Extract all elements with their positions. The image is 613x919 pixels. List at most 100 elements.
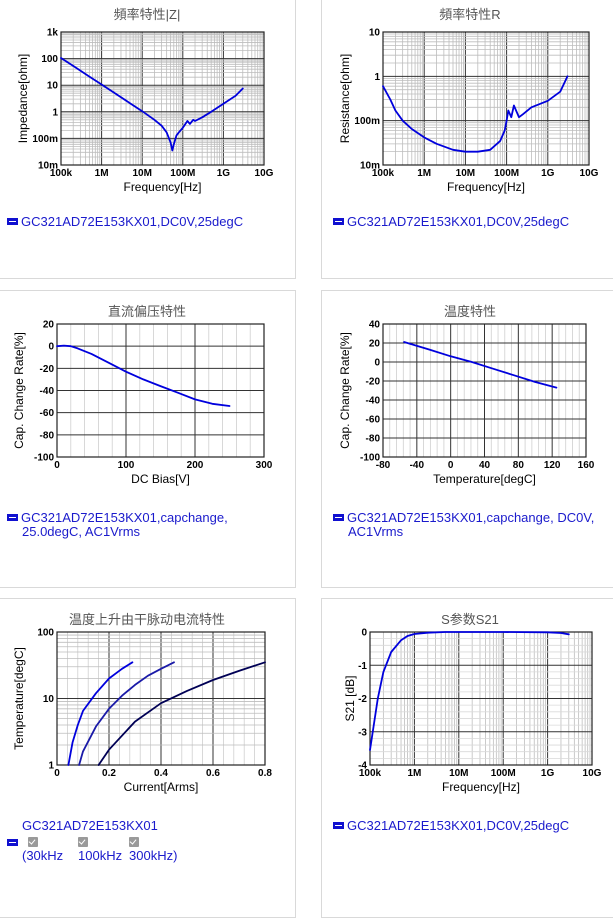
x-axis-label: DC Bias[V] <box>131 472 190 486</box>
legend-label-line1: GC321AD72E153KX01,capchange, DC0V, <box>347 510 595 525</box>
x-tick-label: 10M <box>456 168 475 179</box>
y-tick-label: 0 <box>48 342 54 353</box>
chart-panel-ripple-current: 温度上升由干脉动电流特性 0 0.2 0.4 0.6 0.8 100 10 1 Current[… <box>0 598 296 918</box>
y-tick-label: 10 <box>43 694 55 705</box>
plot-border <box>56 631 266 766</box>
x-tick-label: 10M <box>449 768 468 779</box>
y-tick-label: -80 <box>366 434 381 445</box>
x-tick-label: 120 <box>544 460 561 471</box>
legend-item[interactable]: GC321AD72E153KX01,DC0V,25degC <box>333 215 569 229</box>
series-line-3 <box>97 661 266 766</box>
legend-swatch-icon <box>7 839 18 846</box>
y-tick-label: -100 <box>34 453 54 464</box>
plot-border <box>56 323 265 458</box>
series-line-2 <box>78 661 175 766</box>
plot-border <box>382 31 590 166</box>
y-axis-label: Cap. Change Rate[%] <box>338 332 352 449</box>
legend-label-line2: 25.0degC, AC1Vrms <box>22 524 141 539</box>
chart-panel-dc-bias: 直流偏压特性 0 100 200 300 20 0 -20 -40 -60 -80 -100 DC B… <box>0 290 296 588</box>
y-tick-label: 1k <box>47 28 59 39</box>
y-tick-label: 100 <box>41 54 58 65</box>
x-axis-label: Frequency[Hz] <box>447 180 525 194</box>
x-tick-label: 10G <box>583 768 602 779</box>
y-tick-label: 100m <box>32 134 58 145</box>
x-tick-label: 100M <box>494 168 519 179</box>
series-line-1 <box>403 341 558 389</box>
plot-area <box>383 32 589 165</box>
series-line-1 <box>369 631 570 751</box>
y-tick-label: -1 <box>358 661 367 672</box>
y-tick-label: 20 <box>369 339 381 350</box>
y-axis-label: Impedance[ohm] <box>16 54 30 143</box>
ripple-current-chart: 0 0.2 0.4 0.6 0.8 100 10 1 Current[Arms] Temperat… <box>12 628 272 795</box>
x-tick-label: 300 <box>256 460 273 471</box>
series-line-1 <box>67 661 134 766</box>
y-tick-label: 10m <box>360 161 380 172</box>
x-tick-label: 0 <box>54 460 60 471</box>
y-tick-label: 10 <box>47 81 59 92</box>
checkbox-30khz[interactable] <box>28 837 38 847</box>
chart-panel-resistance: 頻率特性R 100k 1M 10M 100M 1G 10G 10 1 100m 10m Freque… <box>321 0 613 279</box>
x-tick-label: 100k <box>359 768 382 779</box>
legend-item[interactable]: GC321AD72E153KX01,DC0V,25degC <box>333 819 569 833</box>
y-tick-label: 0 <box>361 628 367 639</box>
x-tick-label: 10G <box>255 168 274 179</box>
x-tick-label: 10M <box>132 168 151 179</box>
temperature-chart: -80 -40 0 40 80 120 16040200-20-40-60-80-100Te… <box>338 320 595 487</box>
x-tick-label: 80 <box>513 460 525 471</box>
series-line-1 <box>382 75 569 153</box>
legend-swatch-icon <box>333 822 344 830</box>
legend-item[interactable]: GC321AD72E153KX01,DC0V,25degC <box>7 215 243 229</box>
x-tick-label: 100 <box>118 460 135 471</box>
chart-title: 温度特性 <box>443 304 496 319</box>
x-tick-label: -80 <box>376 460 391 471</box>
y-axis-label: Temperature[degC] <box>12 647 26 750</box>
y-tick-label: -40 <box>40 386 55 397</box>
series-line-1 <box>60 57 244 152</box>
legend-label-line2: AC1Vrms <box>348 524 404 539</box>
chart-title: 頻率特性R <box>439 7 501 22</box>
x-tick-label: 100k <box>372 168 395 179</box>
x-tick-label: 0.2 <box>102 768 116 779</box>
impedance-chart: 100k 1M 10M 100M 1G 10G 1k 100 10 1 100m 10m Frequen… <box>16 28 274 195</box>
chart-panel-s21: S参数S21 100k 1M 10M 100M 1G 10G 0 -1 -2 -3 -4 Freque… <box>321 598 613 918</box>
x-tick-label: 10G <box>580 168 599 179</box>
y-tick-label: -20 <box>40 364 55 375</box>
legend-item[interactable]: GC321AD72E153KX01 (30kHz 100kHz 300kHz) <box>7 819 207 863</box>
x-tick-label: -40 <box>410 460 425 471</box>
legend-item[interactable]: GC321AD72E153KX01,capchange, 25.0degC, A… <box>7 511 228 539</box>
y-tick-label: 10m <box>38 161 58 172</box>
chart-title: 頻率特性|Z| <box>113 7 181 22</box>
chart-title: S参数S21 <box>441 612 499 627</box>
x-axis-label: Frequency[Hz] <box>123 180 201 194</box>
chart-title: 直流偏压特性 <box>107 304 186 319</box>
x-tick-label: 0 <box>54 768 60 779</box>
x-tick-label: 160 <box>578 460 595 471</box>
y-tick-label: 100 <box>37 628 54 639</box>
x-tick-label: 0.6 <box>206 768 220 779</box>
y-tick-label: 1 <box>374 72 380 83</box>
y-tick-label: -4 <box>358 761 367 772</box>
x-axis-label: Frequency[Hz] <box>442 780 520 794</box>
y-tick-label: 0 <box>374 358 380 369</box>
y-axis-label: Cap. Change Rate[%] <box>12 332 26 449</box>
checkbox-300khz[interactable] <box>129 837 139 847</box>
y-tick-label: -60 <box>366 415 381 426</box>
x-axis-label: Temperature[degC] <box>433 472 536 486</box>
x-tick-label: 1M <box>95 168 109 179</box>
x-tick-label: 200 <box>187 460 204 471</box>
checkbox-100khz[interactable] <box>78 837 88 847</box>
chart-panel-impedance: 頻率特性|Z| 100k 1M 10M 100M 1G 10G 1k 100 10 1 100m 10… <box>0 0 296 279</box>
legend-item[interactable]: GC321AD72E153KX01,capchange, DC0V, AC1Vr… <box>333 511 594 539</box>
x-tick-label: 100k <box>50 168 73 179</box>
legend-label: GC321AD72E153KX01,DC0V,25degC <box>21 214 244 229</box>
y-axis-label: S21 [dB] <box>343 675 357 721</box>
y-tick-label: -2 <box>358 694 367 705</box>
x-tick-label: 100M <box>170 168 195 179</box>
y-tick-label: 100m <box>354 116 380 127</box>
legend-swatch-icon <box>333 218 344 226</box>
legend-label: GC321AD72E153KX01,DC0V,25degC <box>347 214 570 229</box>
y-tick-label: 1 <box>48 761 54 772</box>
y-tick-label: 10 <box>369 28 381 39</box>
